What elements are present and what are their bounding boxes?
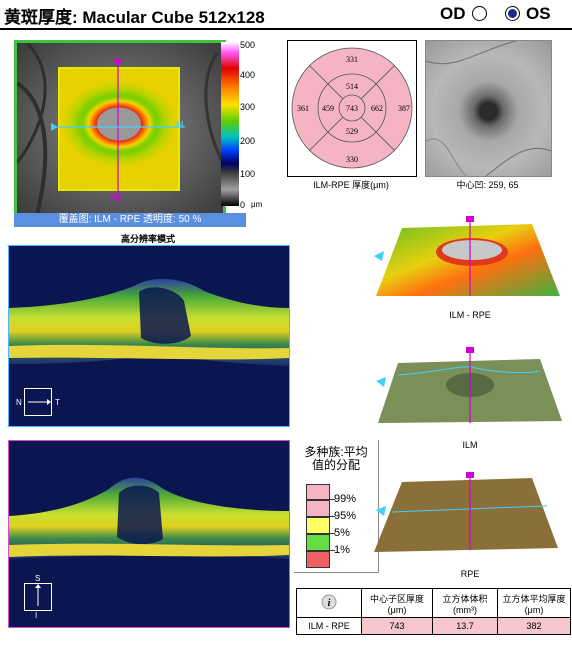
colorbar-tick: 100 bbox=[240, 169, 256, 179]
colorbar-tick: 200 bbox=[240, 136, 256, 146]
dist-seg-below-1 bbox=[306, 551, 330, 568]
colorbar-tick: 0 bbox=[240, 200, 246, 210]
od-radio[interactable] bbox=[472, 6, 487, 21]
arrow-up-icon bbox=[35, 584, 41, 606]
dist-seg-above-99 bbox=[306, 484, 330, 500]
bscan-horizontal-image bbox=[9, 278, 289, 366]
orient-top: S bbox=[35, 574, 41, 583]
distribution-title: 多种族:平均值的分配 bbox=[304, 445, 368, 472]
etdrs-inner-left: 459 bbox=[322, 104, 334, 113]
slice-label-bottom: 256 bbox=[109, 193, 123, 202]
etdrs-chart: 743 514 662 529 459 331 387 330 361 bbox=[291, 47, 413, 169]
cube-volume-value: 13.7 bbox=[432, 617, 498, 635]
bscan-vertical[interactable]: S I bbox=[8, 440, 290, 628]
etdrs-outer-bottom: 330 bbox=[346, 155, 358, 164]
orientation-marker-nt: N T bbox=[16, 388, 60, 416]
hires-mode-label: 高分辨率模式 bbox=[120, 234, 175, 244]
row-label: ILM - RPE bbox=[296, 617, 362, 635]
os-label: OS bbox=[526, 4, 551, 23]
header-divider bbox=[0, 28, 572, 30]
etdrs-center: 743 bbox=[346, 104, 358, 113]
report-title: 黄斑厚度: Macular Cube 512x128 bbox=[4, 8, 265, 27]
bscan-horizontal[interactable]: N T bbox=[8, 245, 290, 427]
colorbar-unit: μm bbox=[251, 200, 263, 209]
etdrs-outer-right: 387 bbox=[398, 104, 410, 113]
dist-seg-95-99 bbox=[306, 500, 330, 517]
surface-3d-ilm-rpe[interactable] bbox=[372, 216, 568, 306]
bscan-vertical-image bbox=[9, 477, 289, 559]
report-header: 黄斑厚度: Macular Cube 512x128 OD OS bbox=[0, 0, 572, 30]
thickness-map[interactable]: 64 256 bbox=[14, 40, 226, 218]
dist-seg-1-5 bbox=[306, 534, 330, 551]
os-radio[interactable] bbox=[505, 6, 520, 21]
orient-left: N bbox=[16, 398, 22, 407]
header-cube-volume: 立方体体积 (mm³) bbox=[432, 588, 498, 618]
surface-3d-ilm-rpe-image bbox=[374, 216, 560, 296]
orient-right: T bbox=[55, 398, 60, 407]
thickness-overlay bbox=[58, 67, 180, 191]
info-cell: i bbox=[296, 588, 362, 618]
surface-3d-rpe[interactable] bbox=[372, 472, 568, 557]
dist-label-95: 95% bbox=[328, 510, 357, 522]
summary-table: i 中心子区厚度(μm) 立方体体积 (mm³) 立方体平均厚度(μm) ILM… bbox=[296, 588, 571, 635]
etdrs-grid: 743 514 662 529 459 331 387 330 361 bbox=[287, 40, 417, 177]
dist-label-5: 5% bbox=[329, 527, 350, 539]
header-cube-avg-thickness: 立方体平均厚度(μm) bbox=[497, 588, 571, 618]
header-central-thickness: 中心子区厚度(μm) bbox=[361, 588, 433, 618]
dist-label-99: 99% bbox=[328, 493, 357, 505]
etdrs-inner-top: 514 bbox=[346, 82, 358, 91]
etdrs-inner-right: 662 bbox=[371, 104, 383, 113]
fovea-vessels bbox=[425, 40, 552, 177]
thickness-colorbar bbox=[221, 42, 239, 206]
surface-3d-rpe-image bbox=[374, 472, 558, 552]
fovea-caption: 中心凹: 259, 65 bbox=[456, 180, 519, 190]
etdrs-outer-top: 331 bbox=[346, 55, 358, 64]
fovea-image bbox=[425, 40, 552, 177]
colorbar-tick: 400 bbox=[240, 70, 256, 80]
dist-label-1: 1% bbox=[329, 544, 350, 556]
etdrs-caption: ILM-RPE 厚度(μm) bbox=[313, 180, 389, 190]
orient-bottom: I bbox=[35, 611, 38, 620]
surface-3d-caption: ILM bbox=[462, 440, 478, 450]
overlay-caption[interactable]: 覆盖图: ILM - RPE 透明度: 50 % bbox=[14, 213, 246, 227]
scan-lines bbox=[51, 59, 185, 203]
distribution-legend bbox=[294, 440, 379, 573]
colorbar-tick: 300 bbox=[240, 102, 256, 112]
surface-3d-caption: ILM - RPE bbox=[449, 310, 491, 320]
etdrs-outer-left: 361 bbox=[297, 104, 309, 113]
arrow-right-icon bbox=[28, 399, 51, 405]
orientation-marker-si: S I bbox=[24, 574, 52, 620]
svg-text:i: i bbox=[328, 598, 331, 609]
colorbar-tick: 500 bbox=[240, 40, 256, 50]
info-icon[interactable]: i bbox=[321, 594, 337, 610]
central-thickness-value: 743 bbox=[361, 617, 433, 635]
surface-3d-ilm[interactable] bbox=[372, 345, 568, 430]
od-label: OD bbox=[440, 4, 466, 23]
cube-avg-thickness-value: 382 bbox=[497, 617, 571, 635]
surface-3d-ilm-image bbox=[376, 347, 562, 423]
etdrs-inner-bottom: 529 bbox=[346, 127, 358, 136]
slice-label-right: 64 bbox=[175, 120, 184, 129]
dist-seg-5-95 bbox=[306, 517, 330, 534]
surface-3d-caption: RPE bbox=[460, 569, 480, 579]
